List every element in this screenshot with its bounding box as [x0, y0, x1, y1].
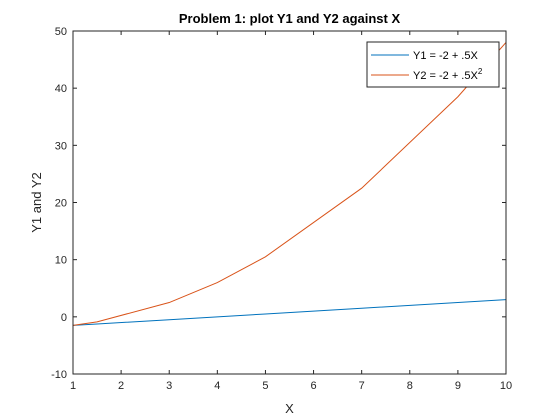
x-tick-label: 7 [359, 380, 365, 392]
legend-label-text: Y2 = -2 + .5X [413, 70, 478, 82]
x-tick-label: 9 [455, 380, 461, 392]
y-tick-label: 40 [55, 83, 67, 95]
y-tick-label: 20 [55, 198, 67, 210]
x-tick-label: 6 [310, 380, 316, 392]
ticks-layer: 1 2 3 4 5 6 7 8 9 10 -10 0 10 20 30 40 50 [51, 26, 512, 392]
y-tick-label: -10 [51, 369, 67, 381]
legend: Y1 = -2 + .5X Y2 = -2 + .5X2 [366, 41, 500, 88]
plot-area [73, 31, 506, 374]
x-tick-label: 3 [166, 380, 172, 392]
legend-label-text: Y1 = -2 + .5X [413, 50, 478, 62]
y-axis-label: Y1 and Y2 [29, 172, 44, 232]
x-tick-label: 1 [70, 380, 76, 392]
series-layer [72, 42, 507, 326]
series-line-y2 [72, 42, 507, 326]
y-tick-label: 0 [61, 312, 67, 324]
x-tick-label: 2 [118, 380, 124, 392]
legend-label-y2: Y2 = -2 + .5X2 [413, 67, 483, 82]
x-tick-label: 10 [500, 380, 512, 392]
series-line-y1 [72, 299, 507, 326]
legend-box [366, 41, 500, 88]
legend-label-superscript: 2 [478, 67, 483, 76]
y-tick-label: 50 [55, 26, 67, 38]
x-tick-label: 4 [214, 380, 220, 392]
x-tick-label: 5 [262, 380, 268, 392]
chart-title: Problem 1: plot Y1 and Y2 against X [179, 11, 401, 26]
y-tick-label: 10 [55, 255, 67, 267]
y-tick-label: 30 [55, 140, 67, 152]
legend-label-y1: Y1 = -2 + .5X [413, 50, 478, 62]
x-tick-label: 8 [407, 380, 413, 392]
x-axis-label: X [285, 401, 294, 416]
